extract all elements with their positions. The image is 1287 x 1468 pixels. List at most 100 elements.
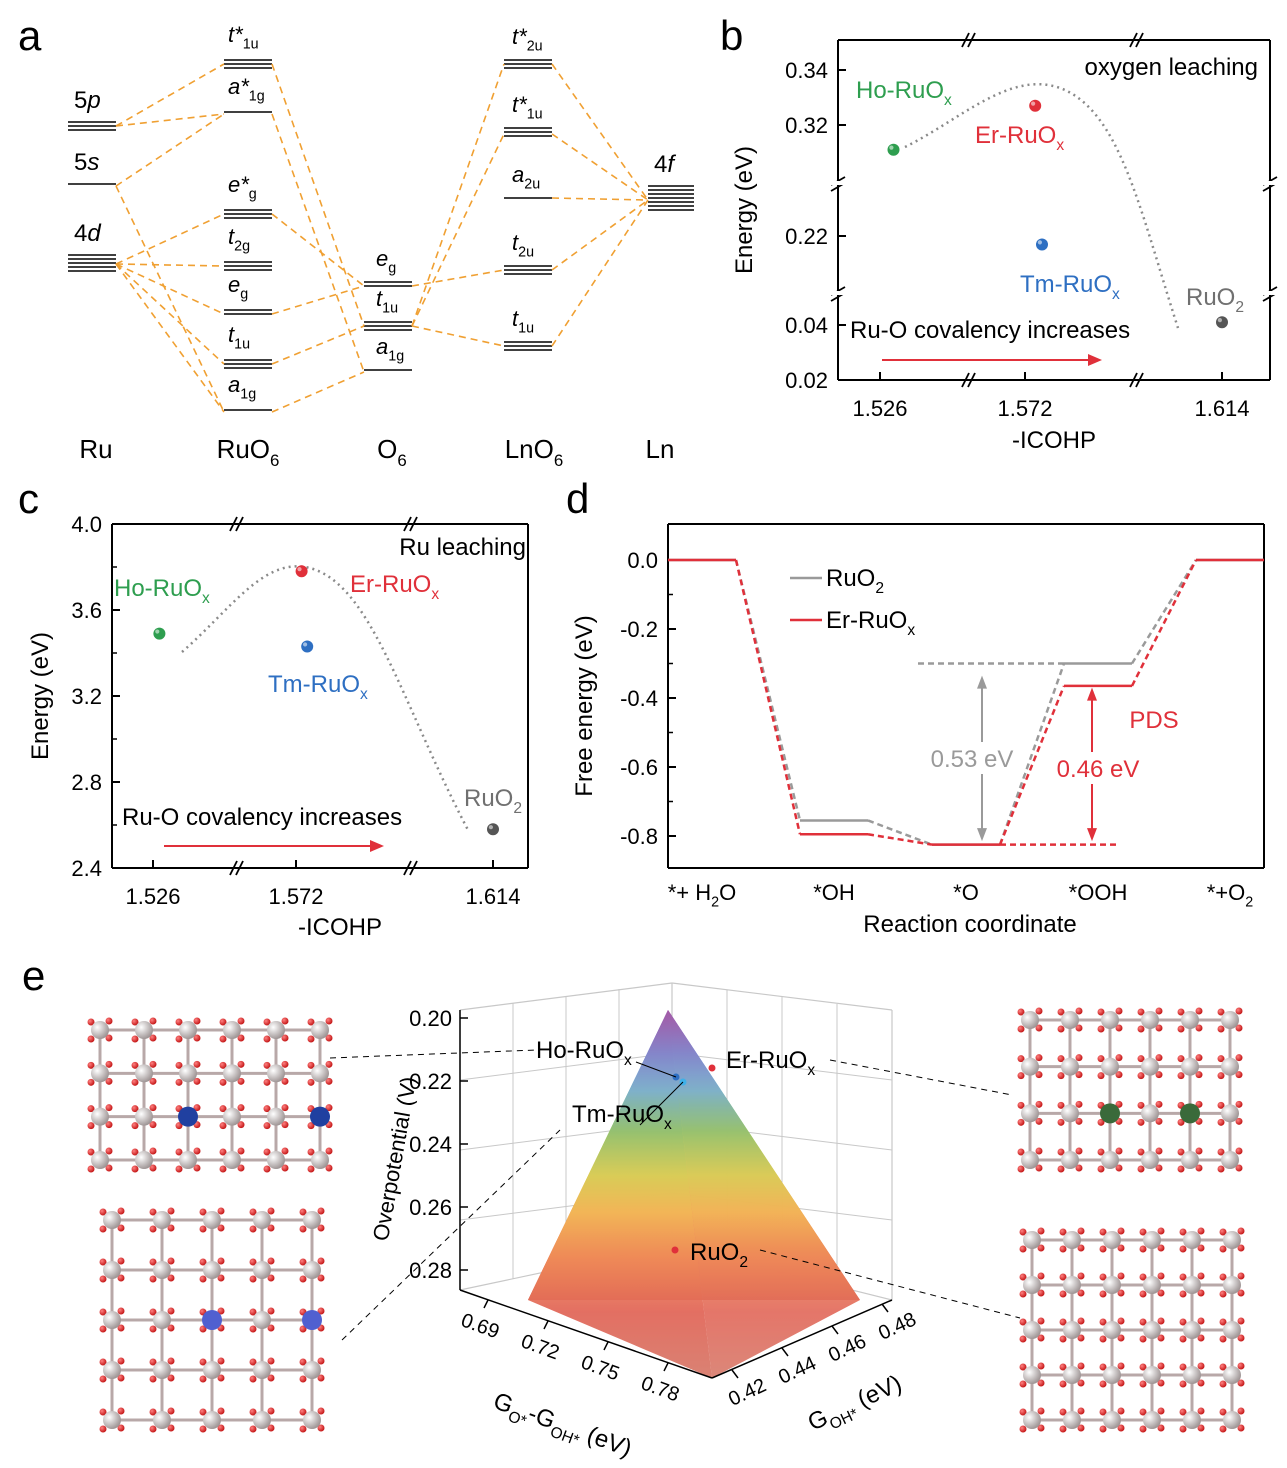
axis-break — [967, 32, 976, 48]
oxygen-atom — [1075, 1024, 1083, 1032]
oxygen-atom — [1099, 1408, 1107, 1416]
ru-level-label: 5p — [74, 87, 101, 114]
ru-atom — [1221, 1151, 1239, 1169]
oxygen-atom — [105, 1147, 113, 1155]
oxygen-atom — [1019, 1408, 1027, 1416]
x-axis-label: -ICOHP — [1012, 427, 1096, 454]
oxygen-atom — [1237, 1424, 1245, 1432]
oxygen-atom — [267, 1324, 275, 1332]
annotation-bg — [1046, 752, 1150, 784]
oxygen-atom — [1137, 1101, 1145, 1109]
oxygen-atom — [263, 1061, 271, 1069]
oxygen-atom — [1117, 1227, 1125, 1235]
oxygen-atom — [87, 1061, 95, 1069]
y-axis-label: Energy (eV) — [731, 146, 758, 274]
ru-atom — [1143, 1231, 1161, 1249]
legend-label: RuO2 — [826, 565, 884, 597]
oxygen-atom — [1237, 1227, 1245, 1235]
covalency-arrowhead — [370, 840, 384, 852]
ru-atom — [1181, 1057, 1199, 1076]
oxygen-atom — [1059, 1363, 1067, 1371]
chart-title: oxygen leaching — [1085, 54, 1258, 81]
axis-break — [235, 516, 244, 532]
orbital-connector — [551, 199, 649, 347]
oxygen-atom — [149, 1275, 157, 1283]
oxygen-atom — [167, 1324, 175, 1332]
oxygen-atom — [1179, 1318, 1187, 1326]
oxygen-atom — [1059, 1290, 1067, 1298]
x-axis-label: -ICOHP — [298, 914, 382, 941]
x-tick-label: 1.526 — [852, 396, 907, 421]
oxygen-atom — [1219, 1228, 1227, 1236]
oxygen-atom — [167, 1424, 175, 1432]
x-tick — [603, 1341, 609, 1351]
ru-atom — [1103, 1366, 1121, 1384]
oxygen-atom — [131, 1035, 139, 1043]
oxygen-atom — [1075, 1164, 1083, 1172]
oxygen-atom — [1197, 1424, 1205, 1432]
ru-atom — [253, 1311, 271, 1329]
oxygen-atom — [1157, 1244, 1165, 1252]
oxygen-atom — [1179, 1363, 1187, 1371]
panel-letter-c: c — [18, 475, 39, 522]
oxygen-atom — [1197, 1289, 1205, 1297]
oxygen-atom — [1059, 1318, 1067, 1326]
ru-atom — [1141, 1151, 1159, 1169]
y-tick-label: 0.04 — [785, 313, 828, 338]
ru-atom — [135, 1107, 153, 1126]
y-tick-label: 0.22 — [785, 224, 828, 249]
point-label: Tm-RuOx — [1020, 271, 1120, 303]
oxygen-atom — [263, 1165, 271, 1173]
point-label: Er-RuOx — [975, 122, 1064, 154]
oxygen-atom — [1157, 1424, 1165, 1432]
oxygen-atom — [1155, 1007, 1163, 1015]
ru-atom — [1143, 1276, 1161, 1294]
covalency-annotation: Ru-O covalency increases — [850, 317, 1130, 344]
series-connector — [998, 663, 1066, 846]
oxygen-atom — [87, 1105, 95, 1113]
ru-atom — [1063, 1366, 1081, 1384]
oxygen-atom — [219, 1105, 227, 1113]
y-tick-label: 0.0 — [627, 548, 658, 573]
y-tick-label: 3.2 — [71, 684, 102, 709]
ru-atom — [91, 1107, 109, 1126]
x-tick-label: 0.72 — [518, 1330, 562, 1364]
surface-right — [668, 1010, 860, 1378]
oxygen-atom — [1075, 1007, 1083, 1015]
ru-atom — [253, 1361, 271, 1379]
oxygen-atom — [167, 1357, 175, 1365]
axis-break — [961, 372, 970, 388]
leader-dashed — [329, 1049, 537, 1059]
x-tick-label: 0.78 — [638, 1372, 682, 1406]
oxygen-atom — [131, 1148, 139, 1156]
oxygen-atom — [149, 1164, 157, 1172]
column-label: Ln — [646, 434, 675, 464]
oxygen-atom — [1137, 1118, 1145, 1126]
oxygen-atom — [217, 1424, 225, 1432]
chart-d: 0.0 -0.2 -0.4 -0.6 -0.8 *+ H2O *OH *O *OOH *+O2 Re… — [571, 523, 1265, 938]
oxygen-atom — [193, 1077, 201, 1085]
oxygen-atom — [87, 1078, 95, 1086]
point-label: RuO2 — [1186, 284, 1244, 316]
point-label: Tm-RuOx — [268, 671, 368, 703]
y-tick-label: -0.6 — [620, 755, 658, 780]
oxygen-atom — [1077, 1424, 1085, 1432]
oxygen-atom — [325, 1060, 333, 1068]
oxygen-atom — [325, 1077, 333, 1085]
oxygen-atom — [281, 1017, 289, 1025]
oxygen-atom — [99, 1375, 107, 1383]
legend-label: Er-RuOx — [826, 607, 915, 639]
oxygen-atom — [325, 1034, 333, 1042]
oxygen-atom — [1057, 1025, 1065, 1033]
ruo6-level-label: a*1g — [228, 74, 265, 105]
oxygen-atom — [1117, 1334, 1125, 1342]
ru-atom — [1023, 1276, 1041, 1294]
oxygen-atom — [1157, 1272, 1165, 1280]
ru-atom — [103, 1411, 121, 1429]
oxygen-atom — [1017, 1072, 1025, 1080]
oxygen-atom — [199, 1425, 207, 1433]
oxygen-atom — [217, 1207, 225, 1215]
oxygen-atom — [299, 1208, 307, 1216]
oxygen-atom — [1197, 1317, 1205, 1325]
